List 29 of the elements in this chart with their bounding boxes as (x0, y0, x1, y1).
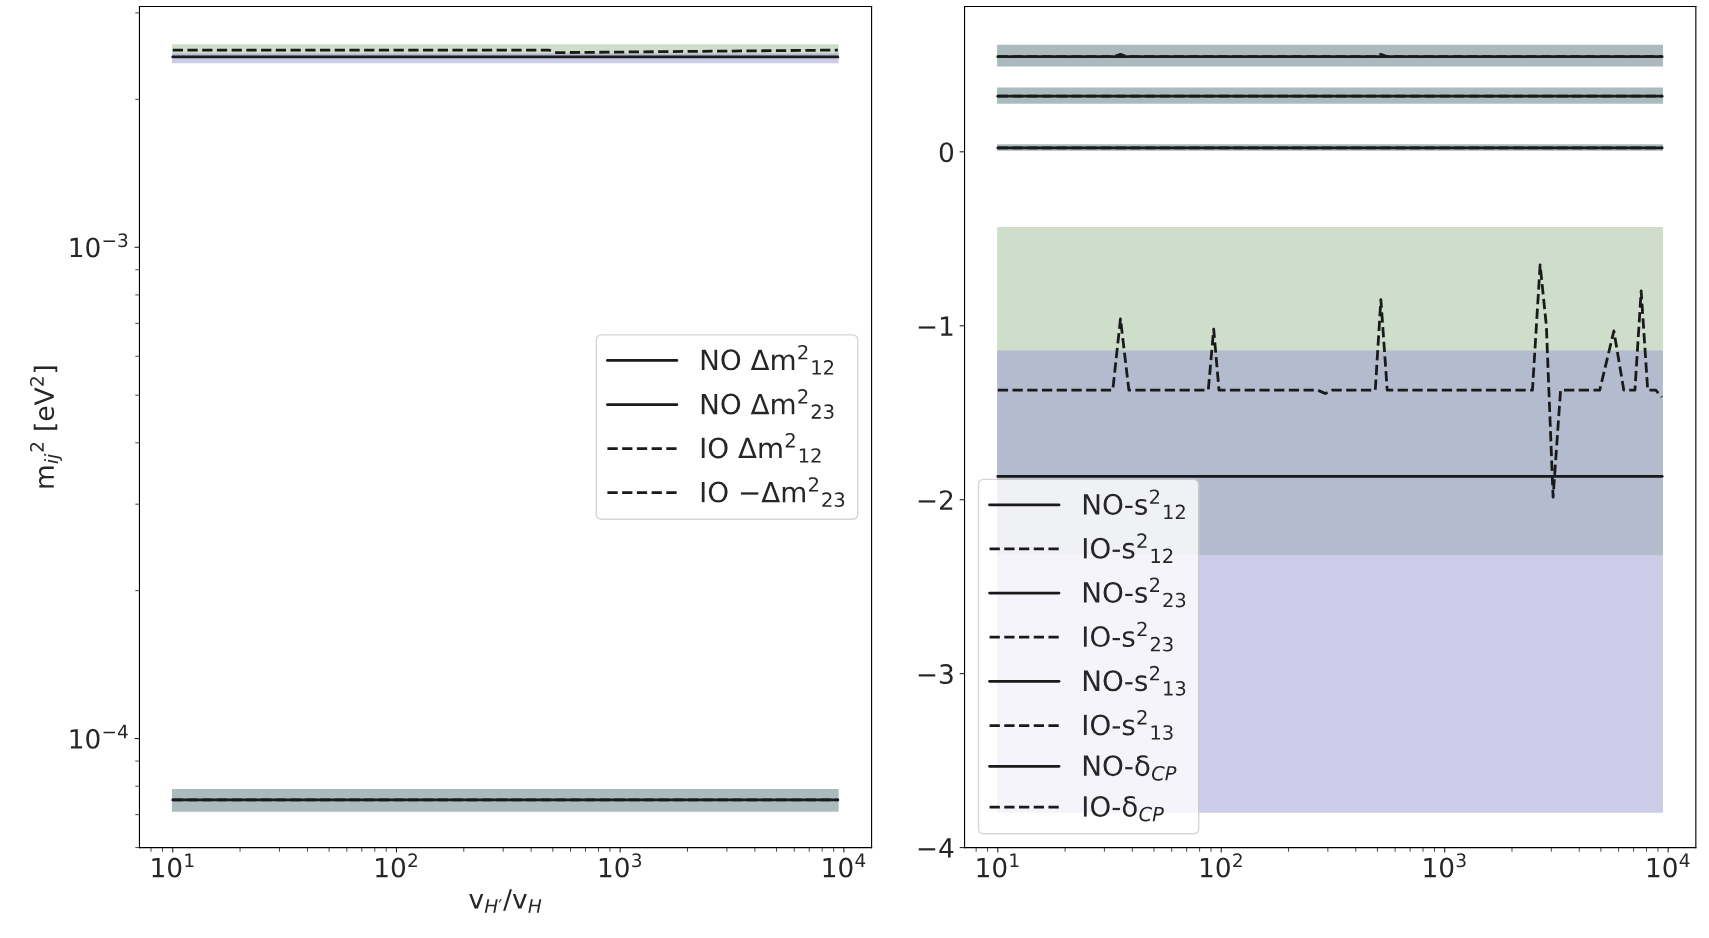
legend-label: IO-s$^{2}$$_{13}$ (1083, 709, 1173, 740)
x-tick-label: 10$^{2}$ (376, 853, 417, 878)
x-tick-label: 10$^{1}$ (152, 853, 194, 878)
legend-label: NO-s$^{2}$$_{23}$ (1083, 577, 1186, 608)
y-tick-label: −3 (918, 664, 953, 685)
x-tick-label: 10$^{3}$ (599, 853, 642, 878)
x-tick-label: 10$^{2}$ (1200, 853, 1242, 878)
legend-label: IO Δm$^{2}$$_{12}$ (701, 432, 821, 463)
legend-label: NO Δm$^{2}$$_{23}$ (701, 389, 834, 419)
y-tick-label: 10$^{−4}$ (70, 724, 128, 749)
legend-label: IO-δ$_{CP}$ (1083, 795, 1164, 822)
y-axis-title: m$_{ij}$$^{2}$ [eV$^{2}$] (29, 366, 62, 488)
legend-label: IO-s$^{2}$$_{12}$ (1083, 533, 1173, 563)
y-tick-label: −2 (918, 490, 953, 510)
x-tick-label: 10$^{3}$ (1424, 853, 1466, 878)
x-tick-label: 10$^{4}$ (1647, 853, 1690, 878)
legend-label: NO-δ$_{CP}$ (1083, 755, 1177, 781)
legend-label: NO Δm$^{2}$$_{12}$ (701, 344, 834, 375)
x-axis-title: v$_{H′}$/v$_{H}$ (469, 889, 542, 913)
x-tick-label: 10$^{1}$ (977, 853, 1019, 878)
y-tick-label: −1 (918, 316, 953, 336)
y-tick-label: 0 (939, 142, 954, 163)
legend-label: NO-s$^{2}$$_{13}$ (1083, 665, 1186, 696)
y-tick-label: −4 (918, 838, 954, 858)
legend-label: IO −Δm$^{2}$$_{23}$ (701, 477, 845, 508)
legend-label: NO-s$^{2}$$_{12}$ (1083, 489, 1185, 520)
legend-label: IO-s$^{2}$$_{23}$ (1083, 621, 1173, 652)
x-tick-label: 10$^{4}$ (823, 853, 866, 878)
y-tick-label: 10$^{−3}$ (70, 233, 128, 258)
